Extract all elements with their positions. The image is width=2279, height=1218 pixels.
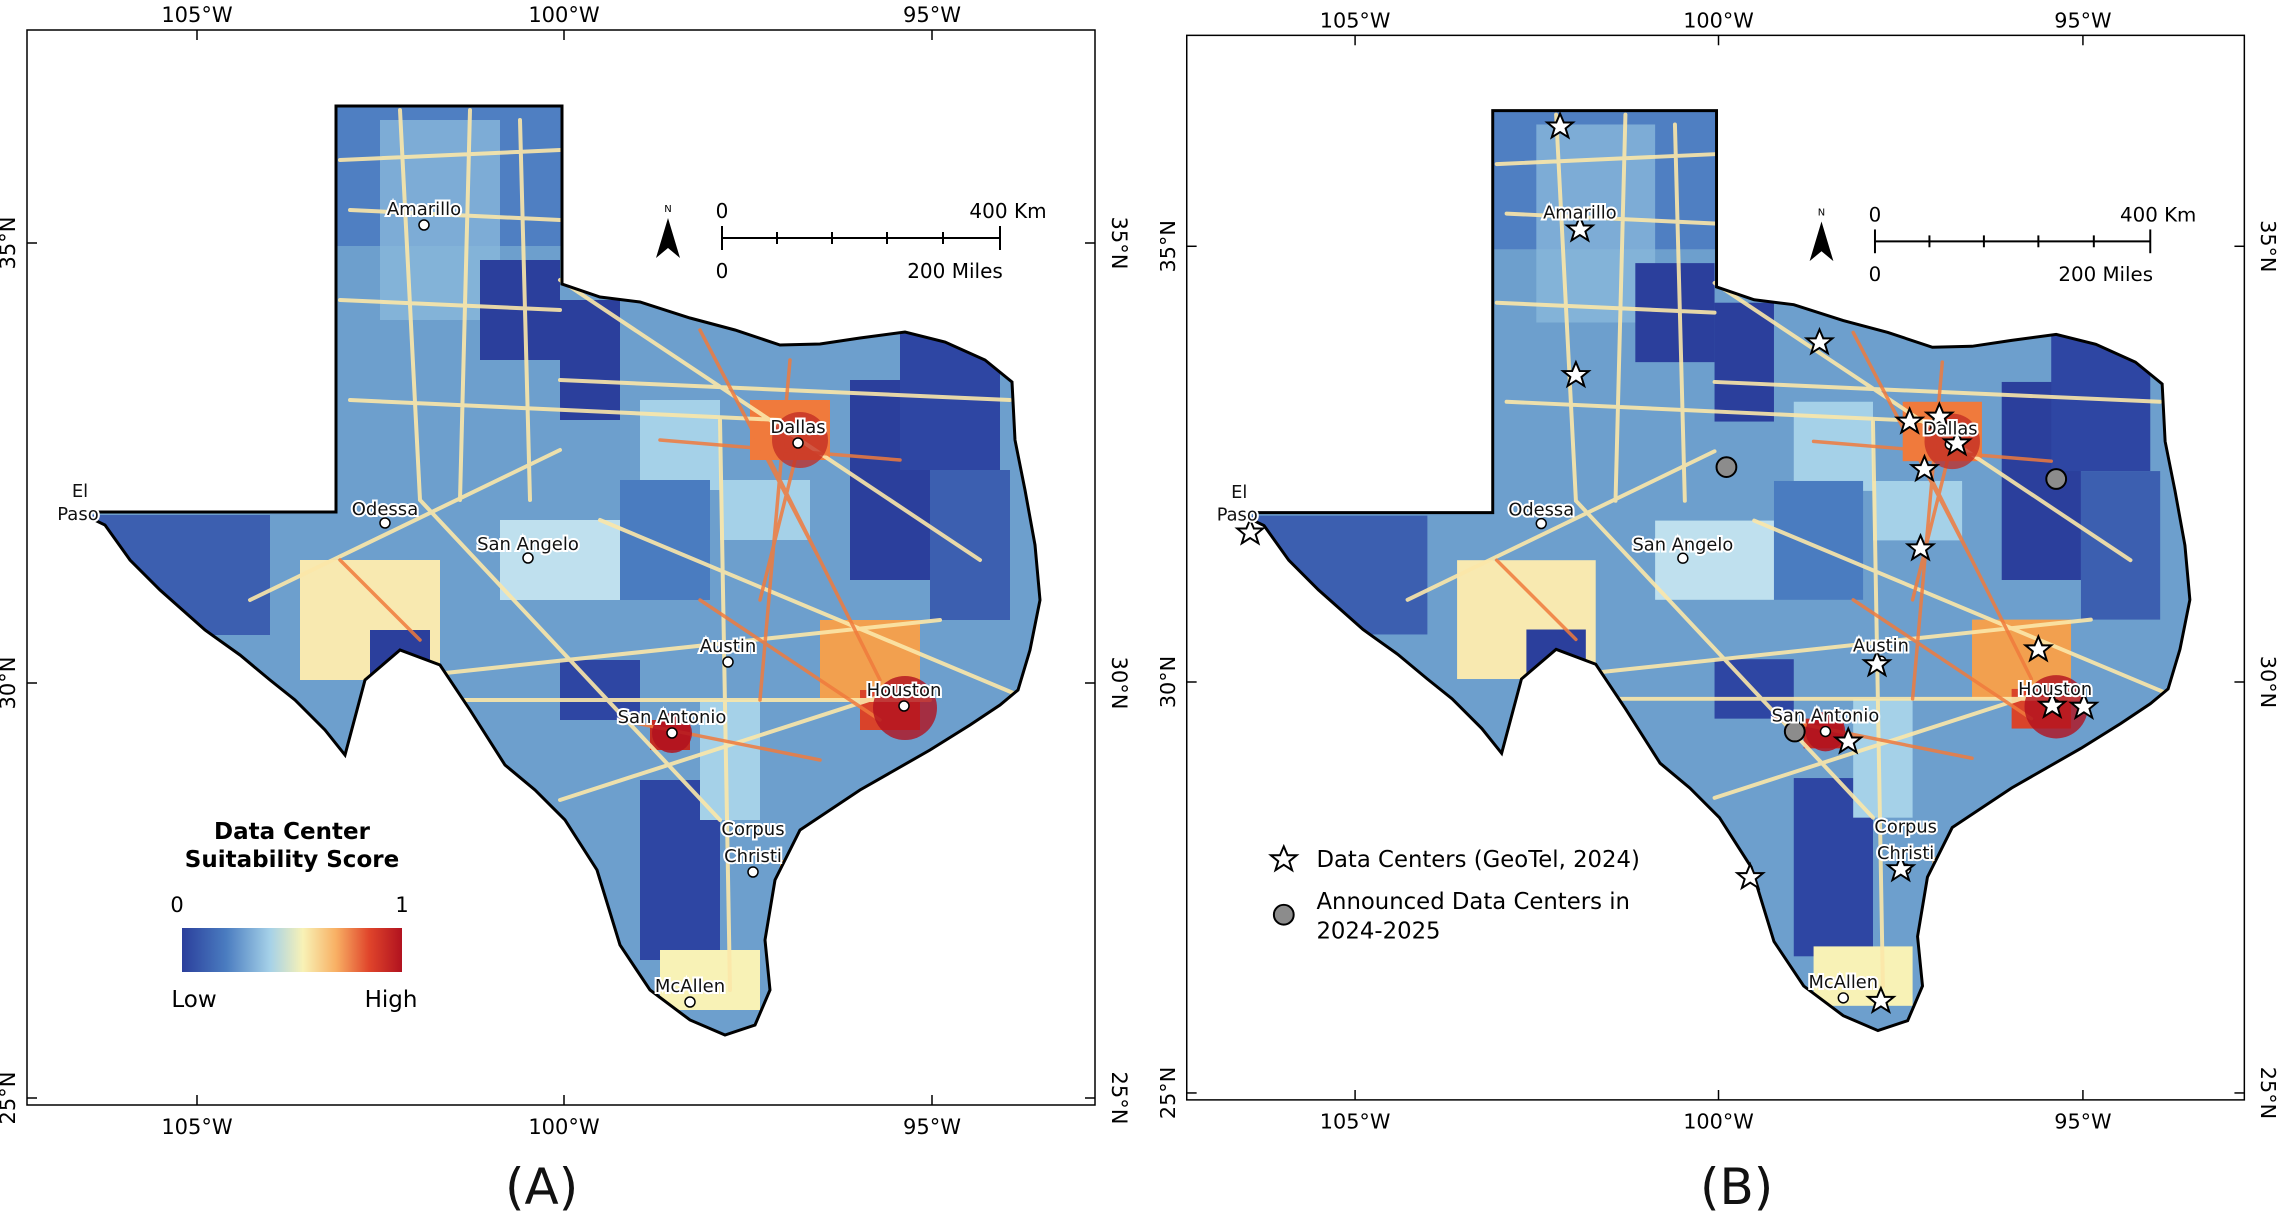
city-label-houston: Houston — [2018, 679, 2092, 700]
city-label-corpus-2: Christi — [724, 846, 782, 867]
lon-tick-bottom-2: 100°W — [528, 1115, 600, 1139]
scale-km-end: 400 Km — [969, 199, 1046, 223]
city-label-corpus-2: Christi — [1877, 843, 1934, 864]
legend-max-value: 1 — [395, 893, 408, 917]
city-label-corpus-1: Corpus — [721, 819, 784, 840]
north-arrow: N — [1809, 208, 1834, 262]
lon-tick-bottom-3: 95°W — [903, 1115, 961, 1139]
lat-tick-left-3: 25°N — [1160, 1067, 1180, 1119]
city-label-odessa: Odessa — [1508, 500, 1574, 521]
lat-tick-left-2: 30°N — [0, 657, 20, 710]
map-panel-b: 105°W 100°W 95°W 105°W 100°W 95°W 35°N 3… — [1160, 8, 2279, 1134]
city-label-san-angelo: San Angelo — [1632, 534, 1733, 555]
legend-announced-label-2: 2024-2025 — [1316, 918, 1440, 944]
lon-tick-top-2: 100°W — [528, 3, 600, 27]
city-label-mcallen: McAllen — [655, 976, 725, 997]
scale-km-start: 0 — [716, 199, 729, 223]
lat-tick-left-1: 35°N — [0, 217, 20, 270]
city-markers — [379, 219, 910, 1008]
data-center-stars — [1234, 111, 2100, 1015]
legend-title-2: Suitability Score — [185, 847, 399, 873]
lat-tick-left-1: 35°N — [1160, 220, 1180, 272]
lat-tick-right-2: 30°N — [1107, 657, 1130, 710]
data-center-legend: Data Centers (GeoTel, 2024) Announced Da… — [1268, 843, 1640, 944]
city-label-odessa: Odessa — [352, 499, 418, 520]
legend-title-1: Data Center — [214, 819, 371, 845]
lat-tick-right-1: 35°N — [2256, 220, 2279, 272]
lat-tick-right-2: 30°N — [2256, 656, 2279, 708]
lon-tick-top-3: 95°W — [903, 3, 961, 27]
legend-color-ramp — [182, 928, 402, 972]
texas-outline — [77, 104, 1042, 1037]
lat-tick-right-3: 25°N — [2256, 1067, 2279, 1119]
city-label-austin: Austin — [700, 636, 757, 657]
lon-tick-top-1: 105°W — [161, 3, 233, 27]
city-label-el-paso-1: El — [1231, 482, 1247, 503]
lat-tick-right-1: 35°N — [1107, 217, 1130, 270]
scale-km-end: 400 Km — [2120, 204, 2196, 227]
panel-label-a: (A) — [505, 1158, 579, 1216]
scale-mi-start: 0 — [716, 259, 729, 283]
scale-km-start: 0 — [1869, 204, 1882, 227]
lon-tick-bottom-1: 105°W — [1320, 1110, 1391, 1134]
city-label-el-paso-2: Paso — [57, 504, 98, 525]
city-label-houston: Houston — [867, 680, 942, 701]
panel-label-b: (B) — [1700, 1158, 1774, 1216]
lat-tick-right-3: 25°N — [1107, 1072, 1130, 1125]
lon-tick-top-3: 95°W — [2054, 8, 2111, 32]
score-legend: Data Center Suitability Score 0 1 Low Hi… — [170, 819, 417, 1013]
legend-announced-label-1: Announced Data Centers in — [1316, 889, 1630, 915]
legend-high-label: High — [365, 987, 418, 1013]
city-label-mcallen: McAllen — [1809, 972, 1879, 993]
city-label-dallas: Dallas — [770, 417, 825, 438]
legend-existing-label: Data Centers (GeoTel, 2024) — [1316, 847, 1639, 873]
lat-tick-left-3: 25°N — [0, 1072, 20, 1125]
texas-outline — [1236, 109, 2192, 1033]
legend-circle-icon — [1272, 903, 1295, 926]
graticule-ticks — [27, 30, 1095, 1105]
lon-tick-bottom-3: 95°W — [2054, 1110, 2111, 1134]
north-arrow-label: N — [1818, 208, 1825, 219]
infrastructure-lines — [248, 108, 1032, 992]
city-label-san-antonio: San Antonio — [618, 707, 727, 728]
scale-bar: 0 400 Km 0 200 Miles — [1869, 204, 2197, 286]
lon-tick-bottom-1: 105°W — [161, 1115, 233, 1139]
map-panel-a: 105°W 100°W 95°W 105°W 100°W 95°W 35°N 3… — [0, 3, 1130, 1139]
city-label-el-paso-2: Paso — [1217, 505, 1258, 526]
city-label-san-antonio: San Antonio — [1772, 706, 1880, 727]
scale-bar: 0 400 Km 0 200 Miles — [716, 199, 1047, 283]
announced-data-center-circles — [1715, 456, 2068, 743]
north-arrow-label: N — [664, 204, 671, 215]
scale-mi-end: 200 Miles — [907, 259, 1003, 283]
infrastructure-lines — [1405, 112, 2182, 988]
city-label-san-angelo: San Angelo — [477, 534, 579, 555]
lat-tick-left-2: 30°N — [1160, 656, 1180, 708]
city-label-amarillo: Amarillo — [1543, 203, 1617, 224]
legend-low-label: Low — [171, 987, 216, 1013]
legend-min-value: 0 — [170, 893, 183, 917]
lon-tick-top-1: 105°W — [1320, 8, 1391, 32]
scale-mi-start: 0 — [1869, 263, 1882, 286]
lon-tick-bottom-2: 100°W — [1683, 1110, 1754, 1134]
lon-tick-top-2: 100°W — [1683, 8, 1754, 32]
city-label-corpus-1: Corpus — [1874, 817, 1937, 838]
graticule-ticks — [1186, 35, 2245, 1100]
city-label-amarillo: Amarillo — [387, 199, 461, 220]
city-label-dallas: Dallas — [1923, 418, 1978, 439]
north-arrow: N — [656, 204, 680, 258]
city-label-el-paso-1: El — [72, 481, 88, 502]
legend-star-icon — [1268, 843, 1300, 873]
city-label-austin: Austin — [1853, 635, 1909, 656]
scale-mi-end: 200 Miles — [2058, 263, 2153, 286]
